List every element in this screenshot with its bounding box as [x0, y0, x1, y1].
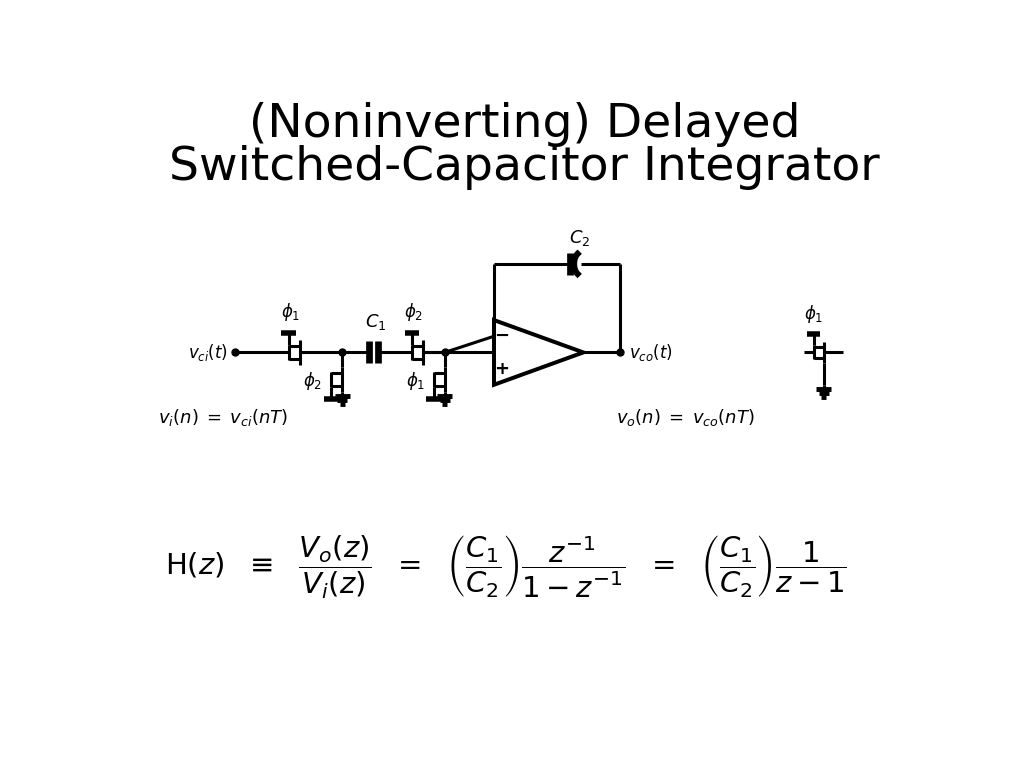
Text: $\phi_1$: $\phi_1$ [281, 302, 300, 323]
Text: $C_1$: $C_1$ [365, 312, 386, 332]
Text: $v_{co}(t)$: $v_{co}(t)$ [629, 342, 673, 363]
Text: $\phi_2$: $\phi_2$ [404, 302, 423, 323]
Text: $\mathrm{H}(z)\ \ \equiv\ \ \dfrac{V_o(z)}{V_i(z)}\ \ =\ \ \left(\dfrac{C_1}{C_2: $\mathrm{H}(z)\ \ \equiv\ \ \dfrac{V_o(z… [165, 533, 847, 600]
Text: $\phi_1$: $\phi_1$ [406, 369, 425, 392]
Text: Switched-Capacitor Integrator: Switched-Capacitor Integrator [169, 144, 881, 190]
Text: $\phi_1$: $\phi_1$ [804, 303, 823, 325]
Text: $v_o(n)\;=\;v_{co}(nT)$: $v_o(n)\;=\;v_{co}(nT)$ [615, 407, 755, 429]
Text: $v_i(n)\;=\;v_{ci}(nT)$: $v_i(n)\;=\;v_{ci}(nT)$ [158, 407, 288, 429]
Text: +: + [495, 359, 509, 378]
Text: $v_{ci}(t)$: $v_{ci}(t)$ [188, 342, 228, 363]
Text: −: − [495, 327, 509, 346]
Text: $C_2$: $C_2$ [568, 228, 590, 249]
Text: $\phi_2$: $\phi_2$ [303, 369, 323, 392]
Text: (Noninverting) Delayed: (Noninverting) Delayed [249, 102, 801, 147]
